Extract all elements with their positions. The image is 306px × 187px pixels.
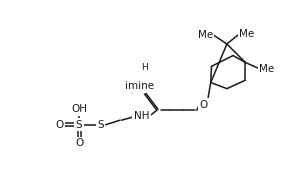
Text: OH: OH <box>71 105 87 114</box>
Text: S: S <box>97 120 104 130</box>
Text: Me: Me <box>239 29 255 39</box>
Text: Me: Me <box>259 64 274 74</box>
Text: H: H <box>141 63 148 72</box>
Text: S: S <box>76 120 82 130</box>
Text: Me: Me <box>198 30 213 40</box>
Text: imine: imine <box>125 81 154 91</box>
Text: O: O <box>75 138 83 148</box>
Text: NH: NH <box>134 111 149 121</box>
Text: O: O <box>56 120 64 130</box>
Text: O: O <box>199 100 207 110</box>
